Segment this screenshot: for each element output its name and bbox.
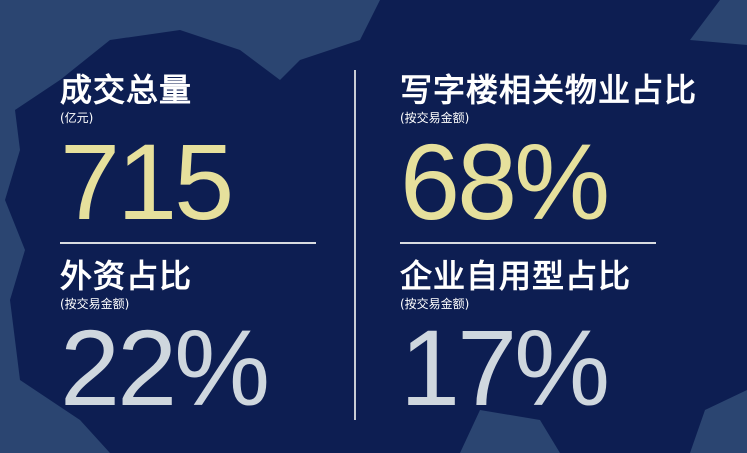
divider [400,242,656,244]
stat-value: 22% [60,307,270,428]
stat-total-volume: 成交总量 (亿元) 715 [60,71,234,242]
map-region [5,0,747,453]
stat-value: 68% [400,121,610,242]
stat-title: 成交总量 [60,71,193,109]
stat-subtitle: (亿元) [60,111,94,125]
stat-foreign-share: 外资占比 (按交易金额) 22% [60,257,270,428]
stat-title: 写字楼相关物业占比 [400,71,698,109]
stat-owner-occupier-share: 企业自用型占比 (按交易金额) 17% [400,257,632,428]
stat-subtitle: (按交易金额) [60,297,130,311]
vertical-divider [354,70,356,420]
stat-value: 17% [400,307,610,428]
divider [60,242,316,244]
stat-subtitle: (按交易金额) [400,111,470,125]
stat-title: 外资占比 [60,257,193,295]
stat-subtitle: (按交易金额) [400,297,470,311]
stat-value: 715 [60,121,234,242]
stat-office-share: 写字楼相关物业占比 (按交易金额) 68% [400,71,698,242]
stat-title: 企业自用型占比 [400,257,632,295]
